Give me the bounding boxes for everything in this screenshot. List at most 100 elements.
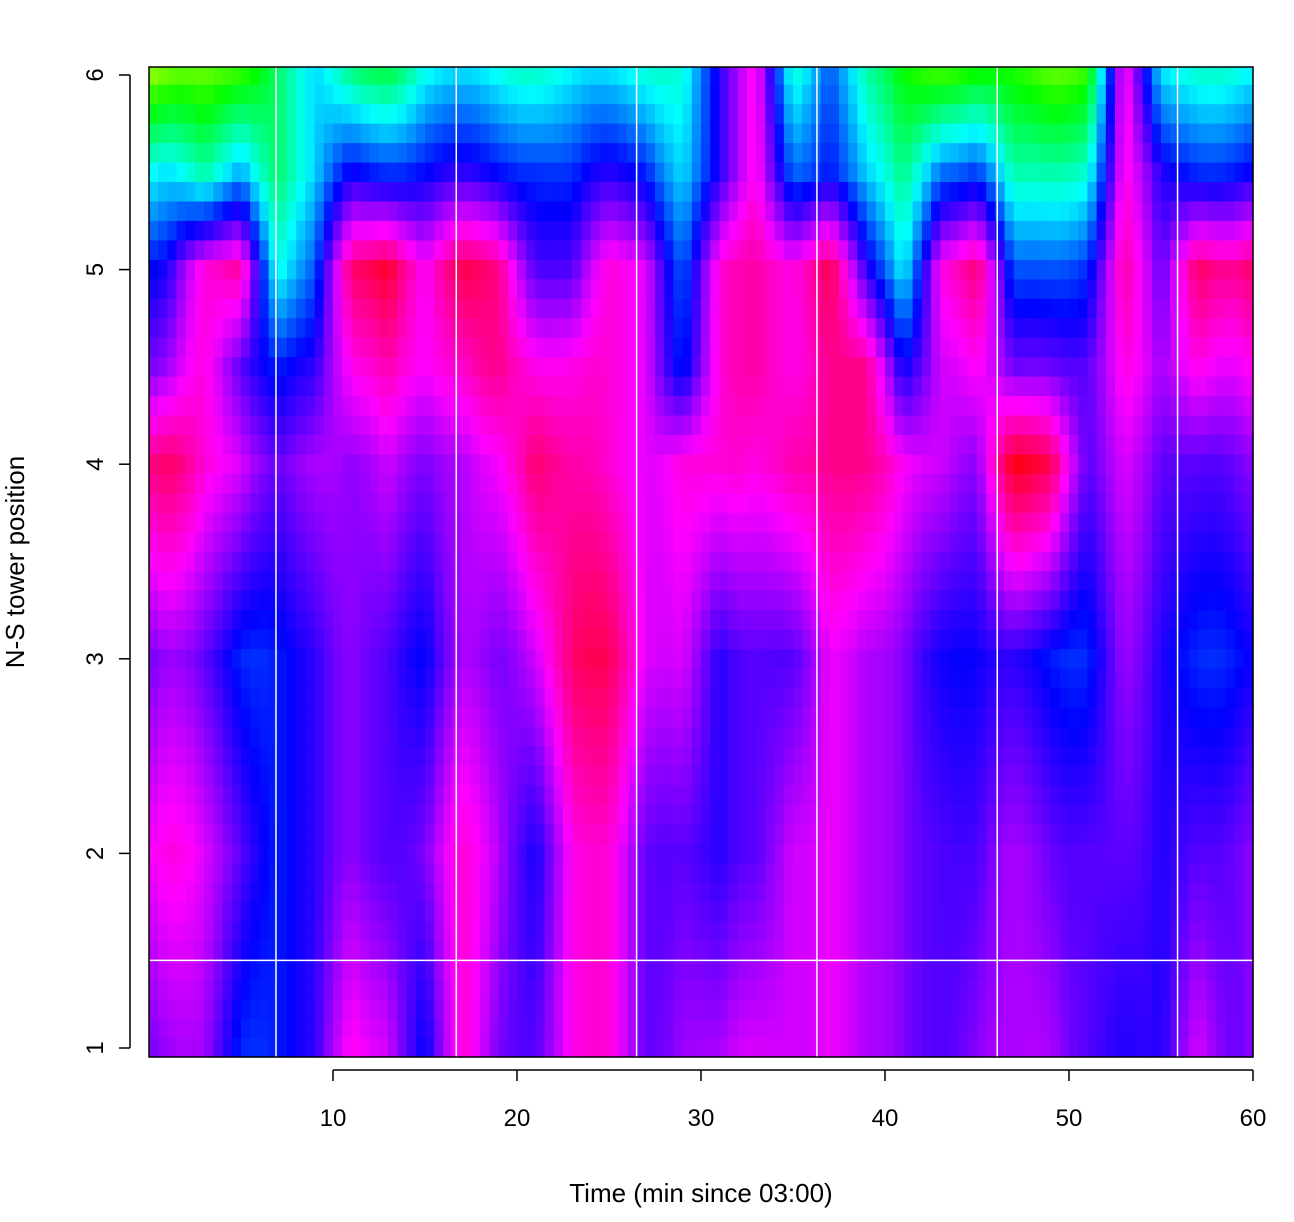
- heatmap-cell: [498, 396, 509, 417]
- heatmap-cell: [461, 298, 472, 319]
- heatmap-cell: [839, 493, 849, 514]
- heatmap-cell: [498, 824, 509, 845]
- heatmap-cell: [691, 240, 702, 261]
- heatmap-cell: [701, 902, 711, 923]
- heatmap-cell: [204, 843, 214, 864]
- heatmap-cell: [655, 765, 665, 786]
- heatmap-cell: [360, 882, 371, 903]
- heatmap-cell: [498, 123, 509, 144]
- heatmap-cell: [618, 863, 628, 884]
- heatmap-cell: [802, 590, 812, 611]
- heatmap-cell: [213, 279, 224, 300]
- heatmap-cell: [655, 454, 665, 475]
- heatmap-cell: [397, 687, 408, 709]
- heatmap-cell: [875, 824, 886, 845]
- heatmap-cell: [434, 882, 444, 903]
- heatmap-cell: [563, 902, 573, 923]
- heatmap-cell: [507, 960, 518, 981]
- heatmap-cell: [664, 551, 674, 572]
- heatmap-cell: [839, 162, 849, 183]
- heatmap-cell: [719, 162, 730, 183]
- heatmap-cell: [342, 1018, 352, 1039]
- heatmap-cell: [176, 220, 187, 242]
- heatmap-cell: [351, 999, 362, 1020]
- heatmap-cell: [783, 590, 794, 611]
- heatmap-cell: [931, 824, 941, 845]
- heatmap-cell: [563, 162, 573, 183]
- heatmap-cell: [636, 824, 647, 845]
- heatmap-cell: [866, 357, 877, 378]
- heatmap-cell: [986, 551, 996, 572]
- heatmap-cell: [434, 337, 444, 358]
- heatmap-cell: [581, 279, 592, 300]
- heatmap-cell: [443, 532, 454, 553]
- heatmap-cell: [369, 162, 380, 183]
- heatmap-cell: [903, 902, 914, 923]
- heatmap-cell: [655, 357, 665, 378]
- heatmap-cell: [517, 182, 527, 203]
- heatmap-cell: [287, 765, 297, 786]
- heatmap-cell: [967, 824, 978, 845]
- heatmap-cell: [756, 123, 766, 144]
- heatmap-cell: [848, 746, 858, 767]
- heatmap-cell: [866, 940, 877, 962]
- heatmap-cell: [627, 668, 638, 689]
- heatmap-cell: [296, 960, 306, 981]
- heatmap-cell: [415, 843, 426, 864]
- heatmap-cell: [636, 746, 647, 767]
- heatmap-cell: [756, 493, 766, 514]
- heatmap-cell: [517, 687, 527, 709]
- heatmap-cell: [802, 707, 812, 728]
- heatmap-cell: [526, 785, 536, 806]
- heatmap-cell: [544, 104, 555, 125]
- heatmap-cell: [747, 765, 757, 786]
- heatmap-cell: [967, 318, 978, 339]
- heatmap-cell: [287, 551, 297, 572]
- heatmap-cell: [682, 454, 693, 475]
- heatmap-cell: [931, 610, 941, 631]
- heatmap-cell: [333, 979, 343, 1000]
- heatmap-cell: [471, 104, 481, 125]
- heatmap-cell: [277, 999, 288, 1020]
- heatmap-cell: [599, 746, 610, 767]
- heatmap-cell: [645, 259, 656, 280]
- heatmap-cell: [572, 512, 582, 533]
- heatmap-cell: [783, 123, 794, 144]
- heatmap-cell: [535, 882, 546, 903]
- heatmap-cell: [535, 123, 546, 144]
- heatmap-cell: [655, 220, 665, 242]
- heatmap-cell: [1032, 376, 1042, 397]
- heatmap-cell: [802, 804, 812, 825]
- heatmap-cell: [885, 104, 895, 125]
- heatmap-cell: [204, 629, 214, 650]
- heatmap-cell: [820, 298, 831, 319]
- heatmap-cell: [176, 454, 187, 475]
- heatmap-cell: [176, 590, 187, 611]
- heatmap-cell: [793, 318, 803, 339]
- heatmap-cell: [829, 259, 840, 280]
- heatmap-cell: [829, 804, 840, 825]
- heatmap-cell: [885, 804, 895, 825]
- heatmap-cell: [388, 240, 398, 261]
- heatmap-cell: [664, 707, 674, 728]
- heatmap-cell: [986, 629, 996, 650]
- heatmap-cell: [572, 960, 582, 981]
- heatmap-cell: [774, 746, 785, 767]
- heatmap-cell: [866, 318, 877, 339]
- heatmap-cell: [231, 337, 242, 358]
- heatmap-cell: [912, 804, 923, 825]
- heatmap-cell: [544, 863, 555, 884]
- heatmap-cell: [379, 454, 389, 475]
- heatmap-cell: [277, 863, 288, 884]
- heatmap-cell: [397, 279, 408, 300]
- heatmap-cell: [379, 67, 389, 86]
- heatmap-cell: [728, 843, 739, 864]
- heatmap-cell: [857, 979, 868, 1000]
- heatmap-cell: [903, 396, 914, 417]
- heatmap-cell: [940, 649, 950, 670]
- heatmap-cell: [452, 104, 463, 125]
- heatmap-cell: [553, 668, 564, 689]
- heatmap-cell: [737, 785, 748, 806]
- heatmap-cell: [1023, 201, 1033, 222]
- heatmap-cell: [802, 259, 812, 280]
